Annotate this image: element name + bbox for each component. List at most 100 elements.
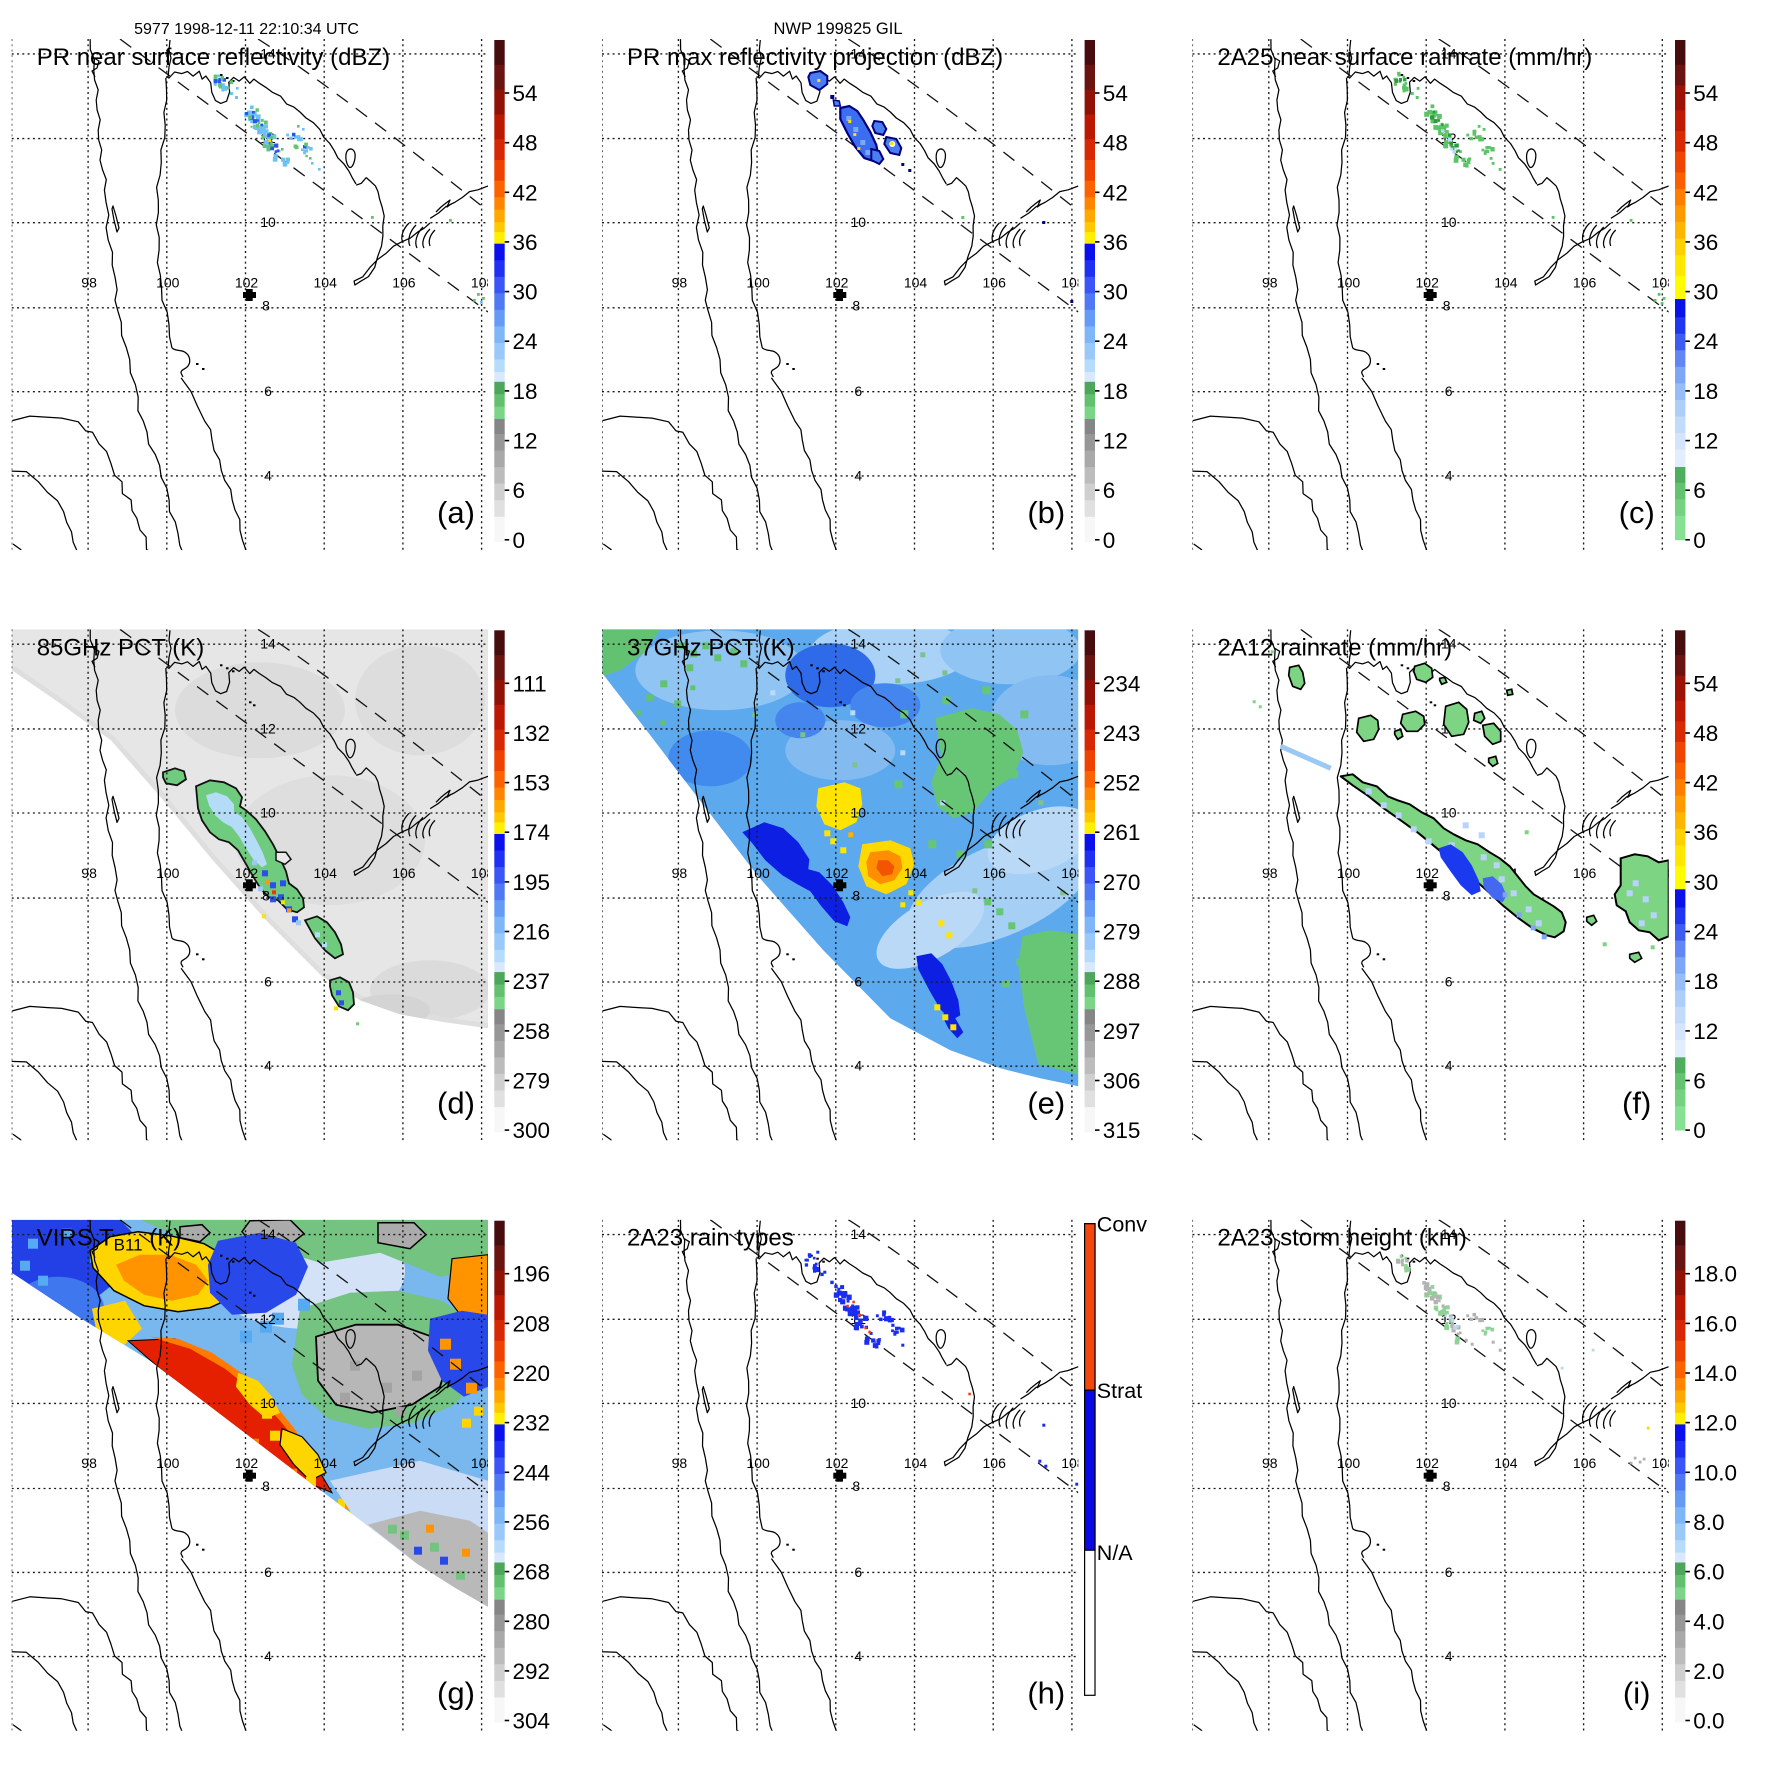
svg-text:232: 232 (513, 1411, 551, 1436)
svg-text:42: 42 (1693, 180, 1718, 205)
svg-text:54: 54 (1103, 81, 1128, 106)
svg-text:2.0: 2.0 (1693, 1659, 1724, 1684)
svg-text:42: 42 (513, 180, 538, 205)
svg-text:18: 18 (1693, 379, 1718, 404)
svg-text:48: 48 (1693, 721, 1718, 746)
svg-text:208: 208 (513, 1311, 551, 1336)
svg-text:6: 6 (1693, 1069, 1706, 1094)
svg-text:304: 304 (513, 1709, 551, 1734)
svg-text:297: 297 (1103, 1019, 1141, 1044)
svg-text:30: 30 (1693, 870, 1718, 895)
svg-text:NWP 199825 GIL: NWP 199825 GIL (773, 20, 902, 38)
svg-text:0: 0 (1693, 1118, 1706, 1143)
svg-text:195: 195 (513, 870, 551, 895)
svg-text:300: 300 (513, 1118, 551, 1143)
svg-text:0: 0 (1693, 528, 1706, 553)
svg-text:16.0: 16.0 (1693, 1311, 1737, 1336)
svg-text:243: 243 (1103, 721, 1141, 746)
svg-text:(b): (b) (1027, 495, 1065, 530)
svg-text:48: 48 (513, 131, 538, 156)
svg-text:48: 48 (1693, 131, 1718, 156)
svg-text:36: 36 (1103, 230, 1128, 255)
svg-text:0: 0 (1103, 528, 1116, 553)
svg-text:0: 0 (513, 528, 526, 553)
svg-text:268: 268 (513, 1560, 551, 1585)
svg-text:6: 6 (513, 478, 526, 503)
svg-text:24: 24 (1103, 329, 1128, 354)
svg-text:24: 24 (513, 329, 538, 354)
svg-text:(i): (i) (1623, 1676, 1651, 1711)
svg-text:196: 196 (513, 1262, 551, 1287)
svg-text:315: 315 (1103, 1118, 1141, 1143)
svg-text:30: 30 (1103, 280, 1128, 305)
svg-text:216: 216 (513, 920, 551, 945)
svg-text:0.0: 0.0 (1693, 1709, 1724, 1734)
svg-text:2A25 near surface rainrate (mm: 2A25 near surface rainrate (mm/hr) (1217, 44, 1592, 71)
svg-text:132: 132 (513, 721, 551, 746)
svg-text:2A23 storm height (km): 2A23 storm height (km) (1217, 1225, 1466, 1252)
svg-text:111: 111 (513, 671, 547, 696)
svg-text:292: 292 (513, 1659, 551, 1684)
svg-text:234: 234 (1103, 671, 1141, 696)
svg-text:85GHz PCT (K): 85GHz PCT (K) (37, 634, 205, 661)
svg-text:54: 54 (513, 81, 538, 106)
svg-text:(c): (c) (1619, 495, 1655, 530)
svg-text:6: 6 (1693, 478, 1706, 503)
svg-text:48: 48 (1103, 131, 1128, 156)
svg-text:237: 237 (513, 969, 551, 994)
svg-text:36: 36 (513, 230, 538, 255)
svg-text:54: 54 (1693, 671, 1718, 696)
svg-text:24: 24 (1693, 329, 1718, 354)
svg-text:12: 12 (1693, 1019, 1718, 1044)
svg-text:24: 24 (1693, 920, 1718, 945)
svg-text:6: 6 (1103, 478, 1116, 503)
svg-text:(e): (e) (1027, 1085, 1065, 1120)
svg-text:256: 256 (513, 1510, 551, 1535)
svg-text:153: 153 (513, 771, 551, 796)
svg-text:12: 12 (1103, 429, 1128, 454)
svg-text:30: 30 (1693, 280, 1718, 305)
svg-text:Conv: Conv (1097, 1213, 1147, 1237)
svg-text:37GHz PCT (K): 37GHz PCT (K) (627, 634, 795, 661)
svg-text:174: 174 (513, 820, 551, 845)
svg-text:4.0: 4.0 (1693, 1609, 1724, 1634)
svg-text:(a): (a) (437, 495, 475, 530)
svg-text:6.0: 6.0 (1693, 1560, 1724, 1585)
svg-text:18.0: 18.0 (1693, 1262, 1737, 1287)
svg-text:258: 258 (513, 1019, 551, 1044)
svg-text:288: 288 (1103, 969, 1141, 994)
svg-text:VIRS TB11 (K): VIRS TB11 (K) (37, 1225, 182, 1255)
svg-text:(f): (f) (1622, 1085, 1651, 1120)
svg-text:12: 12 (513, 429, 538, 454)
svg-text:10.0: 10.0 (1693, 1460, 1737, 1485)
svg-text:18: 18 (1693, 969, 1718, 994)
svg-text:N/A: N/A (1097, 1541, 1134, 1565)
svg-text:8.0: 8.0 (1693, 1510, 1724, 1535)
svg-text:5977 1998-12-11 22:10:34 UTC: 5977 1998-12-11 22:10:34 UTC (134, 21, 359, 38)
svg-text:2A23 rain types: 2A23 rain types (627, 1225, 794, 1252)
svg-text:(g): (g) (437, 1676, 475, 1711)
svg-text:280: 280 (513, 1609, 551, 1634)
svg-text:14.0: 14.0 (1693, 1361, 1737, 1386)
svg-text:279: 279 (513, 1069, 551, 1094)
svg-text:54: 54 (1693, 81, 1718, 106)
svg-text:PR max reflectivity projection: PR max reflectivity projection (dBZ) (627, 44, 1003, 71)
svg-text:252: 252 (1103, 771, 1141, 796)
svg-text:(h): (h) (1027, 1676, 1065, 1711)
svg-text:2A12 rainrate (mm/hr): 2A12 rainrate (mm/hr) (1217, 634, 1452, 661)
svg-text:(d): (d) (437, 1085, 475, 1120)
svg-text:Strat: Strat (1097, 1379, 1142, 1403)
svg-text:12: 12 (1693, 429, 1718, 454)
svg-text:PR near surface reflectivity (: PR near surface reflectivity (dBZ) (37, 44, 390, 71)
svg-text:306: 306 (1103, 1069, 1141, 1094)
svg-text:270: 270 (1103, 870, 1141, 895)
svg-text:279: 279 (1103, 920, 1141, 945)
svg-text:30: 30 (513, 280, 538, 305)
svg-text:36: 36 (1693, 820, 1718, 845)
svg-text:261: 261 (1103, 820, 1141, 845)
svg-text:36: 36 (1693, 230, 1718, 255)
svg-text:18: 18 (1103, 379, 1128, 404)
svg-text:244: 244 (513, 1460, 551, 1485)
svg-text:42: 42 (1693, 771, 1718, 796)
svg-text:12.0: 12.0 (1693, 1411, 1737, 1436)
